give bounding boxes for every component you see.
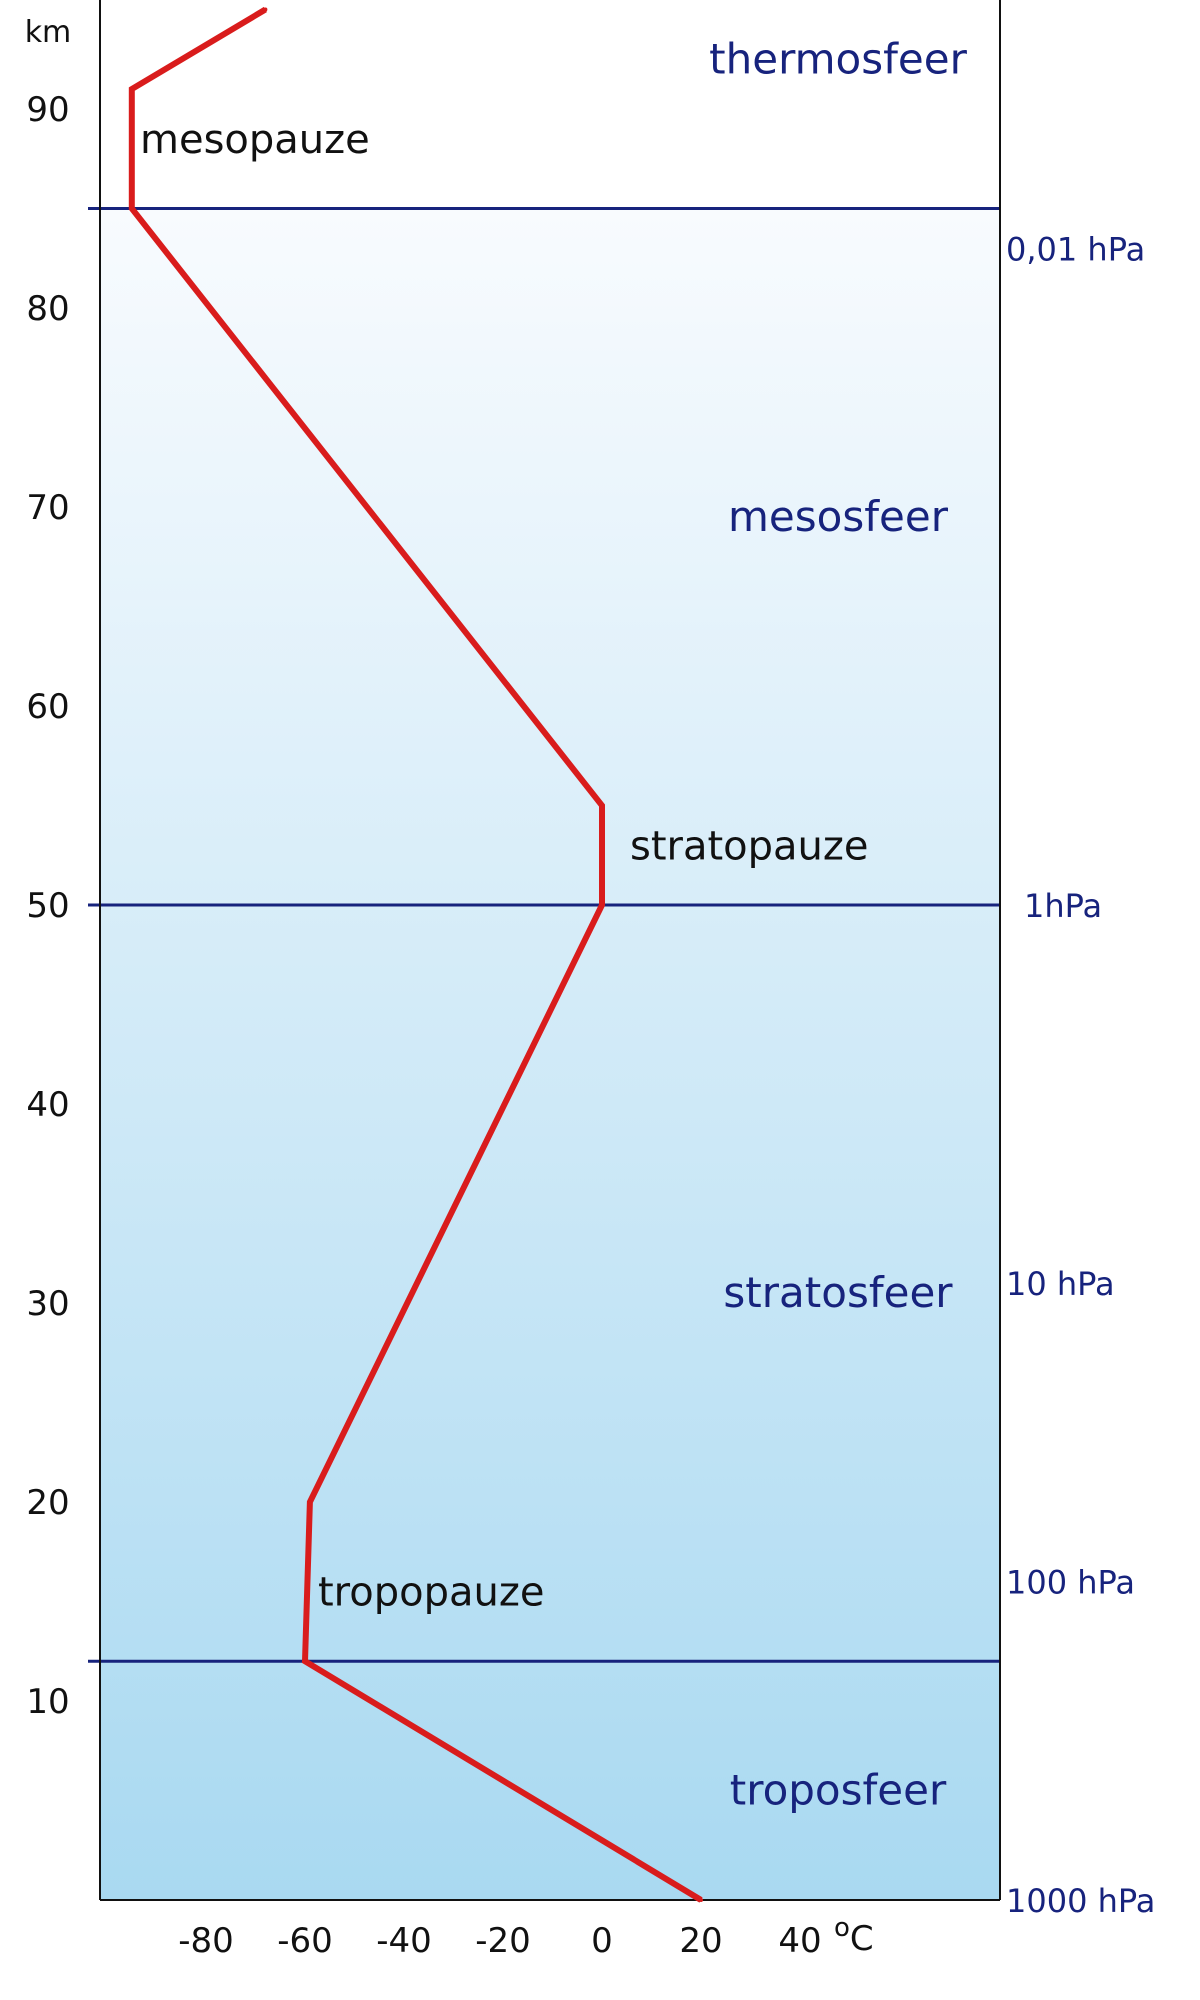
- y-tick-label: 70: [26, 488, 69, 528]
- curve-point: [129, 206, 134, 211]
- y-tick-label: 90: [26, 90, 69, 130]
- pressure-label: 1hPa: [1024, 887, 1102, 925]
- y-tick-label: 60: [26, 687, 69, 727]
- x-tick-label: -20: [475, 1921, 531, 1961]
- x-tick-label: -80: [178, 1921, 234, 1961]
- y-tick-label: 10: [26, 1682, 69, 1722]
- temperature-curve: [128, 6, 703, 1903]
- x-tick-label: 0: [591, 1921, 613, 1961]
- layer-label-stratosfeer: stratosfeer: [723, 1268, 953, 1317]
- pressure-label: 100 hPa: [1006, 1564, 1135, 1602]
- layer-label-mesosfeer: mesosfeer: [728, 492, 949, 541]
- curve-point: [263, 7, 268, 12]
- x-tick-label: 20: [679, 1921, 722, 1961]
- celsius-letter: C: [850, 1919, 874, 1959]
- curve-point: [303, 1659, 307, 1664]
- y-tick-label: 40: [26, 1085, 69, 1125]
- pause-label-tropopauze: tropopauze: [318, 1570, 544, 1616]
- y-axis-unit-label: km: [25, 15, 72, 50]
- pressure-label: 0,01 hPa: [1006, 230, 1145, 268]
- degree-symbol: o: [834, 1913, 850, 1943]
- curve-point: [600, 803, 604, 808]
- layer-label-thermosfeer: thermosfeer: [709, 34, 967, 83]
- y-tick-label: 80: [26, 289, 69, 329]
- pause-label-mesopauze: mesopauze: [140, 117, 370, 163]
- curve-point: [600, 903, 604, 907]
- curve-point: [699, 1898, 703, 1902]
- pause-label-stratopauze: stratopauze: [630, 823, 869, 869]
- x-tick-label: -60: [277, 1921, 333, 1961]
- curve-point: [307, 1500, 312, 1504]
- atmosphere-background: [100, 208, 1000, 1900]
- curve-point: [129, 87, 134, 92]
- pressure-label: 1000 hPa: [1006, 1882, 1155, 1920]
- x-tick-label: 40: [778, 1921, 821, 1961]
- y-tick-label: 50: [26, 886, 69, 926]
- y-tick-label: 20: [26, 1483, 69, 1523]
- y-tick-label: 30: [26, 1284, 69, 1324]
- pressure-label: 10 hPa: [1006, 1265, 1115, 1303]
- x-axis-unit-label: oC: [834, 1913, 874, 1959]
- layer-label-troposfeer: troposfeer: [730, 1766, 947, 1815]
- x-tick-label: -40: [376, 1921, 432, 1961]
